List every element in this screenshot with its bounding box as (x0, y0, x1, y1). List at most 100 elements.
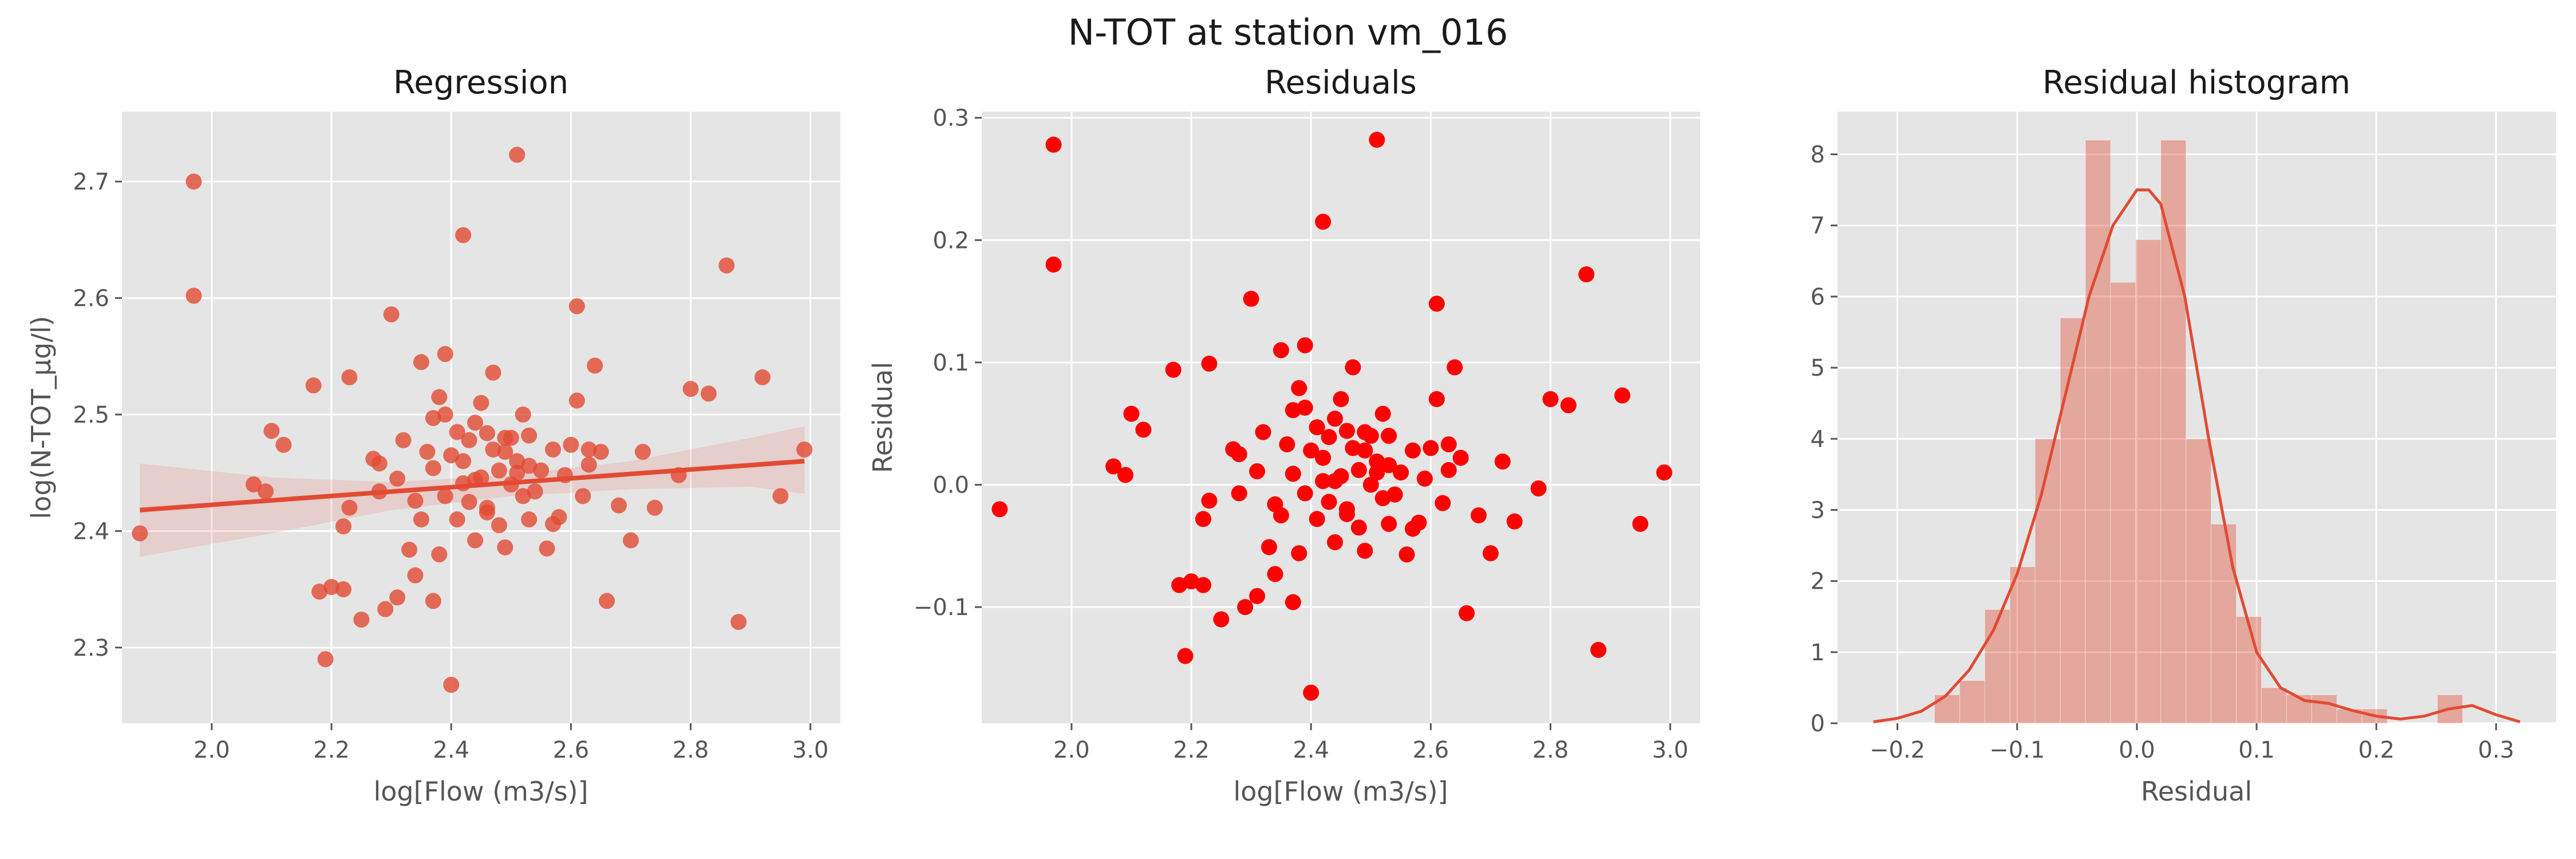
regression-point (545, 441, 561, 458)
histogram-bar (2311, 694, 2337, 724)
histogram-xtick-label: −0.1 (1989, 737, 2045, 763)
residual-point (1231, 485, 1247, 502)
regression-xlabel: log[Flow (m3/s)] (373, 776, 588, 807)
regression-point (622, 532, 639, 549)
residual-point (1249, 588, 1266, 604)
residual-point (1285, 402, 1301, 419)
residual-point (1369, 464, 1385, 481)
residual-point (1452, 450, 1469, 466)
residual-point (1381, 457, 1397, 474)
regression-point (263, 423, 280, 439)
residuals-ticks: 2.0 2.2 2.4 2.6 2.8 3.0 −0.1 0.0 0.1 0.2 0.3 (914, 105, 1689, 763)
residual-point (1117, 467, 1133, 483)
histogram-bar (1984, 609, 2010, 724)
regression-point (431, 389, 448, 405)
histogram-ytick-label: 5 (1811, 355, 1825, 381)
regression-point (413, 354, 429, 371)
residual-point (1321, 429, 1337, 446)
residual-point (1350, 519, 1367, 536)
regression-line (140, 459, 805, 513)
regression-point (437, 488, 453, 505)
regression-point (479, 504, 495, 521)
residual-point (1291, 545, 1307, 562)
regression-point (467, 415, 484, 431)
regression-point (491, 462, 507, 479)
residuals-xlabel: log[Flow (m3/s)] (1233, 776, 1448, 807)
regression-point (371, 455, 388, 472)
histogram-bar (1959, 680, 1985, 724)
histogram-ytick-label: 3 (1811, 497, 1825, 523)
regression-point (461, 494, 477, 510)
regression-ticks: 2.0 2.2 2.4 2.6 2.8 3.0 2.3 2.4 2.5 2.6 2.7 (73, 169, 828, 763)
residual-point (1315, 473, 1332, 490)
histogram-ytick-label: 1 (1811, 640, 1825, 666)
histogram-bar (2034, 438, 2061, 724)
histogram-bar (2236, 616, 2262, 724)
residual-point (1405, 521, 1421, 537)
residual-point (1315, 450, 1332, 466)
residuals-xtick-label: 2.0 (1053, 737, 1090, 763)
residual-point (1423, 440, 1439, 456)
regression-point (611, 497, 627, 514)
regression-point (646, 499, 663, 516)
residual-point (1386, 486, 1403, 503)
residual-point (1165, 361, 1182, 378)
residual-point (1440, 436, 1457, 452)
residual-point (1471, 507, 1487, 523)
residual-point (1267, 566, 1283, 582)
regression-point (389, 589, 406, 606)
regression-point (772, 488, 789, 505)
residuals-ytick-label: 0.2 (933, 227, 969, 254)
histogram-ytick-label: 6 (1811, 284, 1825, 310)
residual-point (1303, 684, 1319, 701)
residual-point (1560, 397, 1577, 413)
residuals-ytick-label: 0.0 (933, 472, 969, 498)
residual-point (1362, 476, 1379, 493)
histogram-ytick-label: 7 (1811, 213, 1825, 239)
regression-point (568, 392, 585, 409)
regression-point (796, 441, 813, 458)
regression-point (473, 395, 489, 411)
histogram-xlabel: Residual (2141, 776, 2252, 807)
histogram-bar (2085, 140, 2111, 724)
regression-ytick-label: 2.3 (73, 635, 109, 661)
regression-point (395, 432, 412, 448)
residual-point (1201, 492, 1218, 509)
residuals-panel: 2.0 2.2 2.4 2.6 2.8 3.0 −0.1 0.0 0.1 0.2 0.3 Resid… (867, 64, 1700, 807)
residual-point (1482, 545, 1499, 562)
histogram-ytick-label: 8 (1811, 142, 1825, 168)
regression-point (383, 306, 400, 322)
residual-point (1177, 648, 1194, 664)
regression-point (497, 444, 513, 460)
residual-point (1350, 462, 1367, 478)
regression-point (580, 456, 597, 473)
regression-ylabel: log(N-TOT_µg/l) (26, 316, 57, 519)
residual-point (1279, 436, 1295, 452)
residuals-xtick-label: 3.0 (1652, 737, 1689, 763)
histogram-title: Residual histogram (2042, 64, 2350, 101)
regression-point (479, 425, 495, 442)
residual-point (1297, 485, 1313, 502)
regression-point (407, 492, 424, 509)
regression-ytick-label: 2.6 (73, 285, 109, 312)
regression-points (132, 147, 813, 693)
residual-point (1542, 391, 1559, 407)
regression-point (132, 525, 148, 542)
regression-point (185, 287, 202, 304)
residual-point (1123, 405, 1140, 422)
histogram-ytick-label: 2 (1811, 569, 1825, 595)
regression-point (407, 567, 424, 584)
histogram-ytick-label: 0 (1811, 711, 1825, 737)
residual-point (1237, 599, 1254, 616)
regression-point (185, 174, 202, 190)
histogram-bar (2261, 687, 2287, 724)
residual-point (1315, 214, 1332, 230)
regression-point (467, 532, 484, 549)
regression-point (682, 381, 699, 397)
residual-point (1045, 257, 1062, 273)
regression-point (455, 453, 472, 470)
regression-point (754, 369, 771, 385)
residual-point (991, 501, 1008, 518)
residual-point (1285, 594, 1301, 610)
